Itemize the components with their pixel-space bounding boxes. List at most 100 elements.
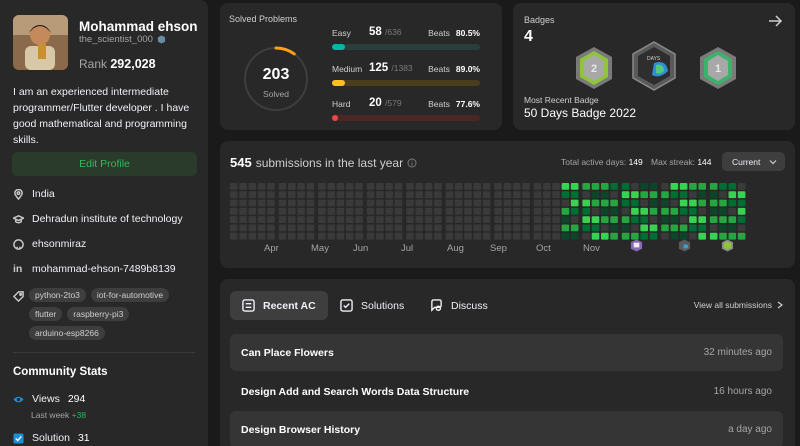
heatmap-cell[interactable] (582, 191, 590, 199)
heatmap-cell[interactable] (601, 216, 609, 223)
heatmap-cell[interactable] (561, 191, 570, 199)
heatmap-cell[interactable] (709, 216, 718, 223)
heatmap-cell[interactable] (591, 224, 600, 232)
heatmap-cell[interactable] (621, 199, 630, 207)
heatmap-cell[interactable] (679, 183, 688, 190)
heatmap-cell[interactable] (610, 207, 618, 215)
heatmap-cell[interactable] (346, 216, 354, 223)
badge-1-icon[interactable]: 1 (695, 45, 741, 91)
heatmap-cell[interactable] (415, 191, 424, 199)
heatmap-cell[interactable] (552, 207, 560, 215)
heatmap-cell[interactable] (366, 199, 375, 207)
heatmap-cell[interactable] (297, 191, 305, 199)
heatmap-cell[interactable] (640, 216, 648, 223)
heatmap-cell[interactable] (570, 224, 579, 232)
heatmap-cell[interactable] (406, 216, 414, 223)
heatmap-cell[interactable] (533, 207, 542, 215)
heatmap-cell[interactable] (610, 216, 618, 223)
heatmap-cell[interactable] (248, 183, 257, 190)
heatmap-cell[interactable] (601, 232, 609, 240)
heatmap-cell[interactable] (434, 199, 442, 207)
heatmap-cell[interactable] (503, 191, 512, 199)
heatmap-cell[interactable] (689, 199, 697, 207)
heatmap-cell[interactable] (698, 191, 706, 199)
heatmap-cell[interactable] (601, 207, 609, 215)
heatmap-cell[interactable] (661, 216, 669, 223)
heatmap-cell[interactable] (689, 191, 697, 199)
heatmap-cell[interactable] (355, 199, 363, 207)
heatmap-cell[interactable] (552, 216, 560, 223)
heatmap-cell[interactable] (661, 199, 669, 207)
heatmap-cell[interactable] (278, 216, 287, 223)
heatmap-cell[interactable] (728, 199, 737, 207)
heatmap-cell[interactable] (640, 232, 648, 240)
heatmap-cell[interactable] (239, 183, 247, 190)
heatmap-cell[interactable] (434, 224, 442, 232)
heatmap-cell[interactable] (248, 216, 257, 223)
heatmap-cell[interactable] (394, 199, 403, 207)
heatmap-cell[interactable] (257, 216, 266, 223)
heatmap-cell[interactable] (661, 207, 669, 215)
heatmap-cell[interactable] (582, 216, 590, 223)
heatmap-cell[interactable] (355, 224, 363, 232)
heatmap-cell[interactable] (552, 232, 560, 240)
heatmap-cell[interactable] (737, 216, 746, 223)
heatmap-cell[interactable] (649, 183, 658, 190)
heatmap-cell[interactable] (679, 216, 688, 223)
heatmap-cell[interactable] (522, 199, 530, 207)
heatmap-cell[interactable] (376, 199, 384, 207)
heatmap-cell[interactable] (336, 216, 345, 223)
heatmap-cell[interactable] (533, 191, 542, 199)
heatmap-cell[interactable] (631, 183, 639, 190)
heatmap-cell[interactable] (610, 199, 618, 207)
view-all-submissions-link[interactable]: View all submissions (694, 300, 783, 310)
heatmap-cell[interactable] (355, 207, 363, 215)
heatmap-cell[interactable] (631, 232, 639, 240)
days-badge-icon[interactable] (678, 239, 691, 252)
heatmap-cell[interactable] (737, 183, 746, 190)
heatmap-cell[interactable] (454, 199, 463, 207)
heatmap-cell[interactable] (552, 191, 560, 199)
heatmap-cell[interactable] (640, 224, 648, 232)
heatmap-cell[interactable] (318, 191, 326, 199)
heatmap-cell[interactable] (406, 207, 414, 215)
heatmap-cell[interactable] (649, 224, 658, 232)
heatmap-cell[interactable] (503, 207, 512, 215)
heatmap-cell[interactable] (297, 199, 305, 207)
heatmap-cell[interactable] (601, 224, 609, 232)
heatmap-cell[interactable] (570, 232, 579, 240)
heatmap-cell[interactable] (394, 224, 403, 232)
year-dropdown[interactable]: Current (722, 152, 785, 171)
heatmap-cell[interactable] (610, 224, 618, 232)
heatmap-cell[interactable] (522, 224, 530, 232)
heatmap-cell[interactable] (336, 232, 345, 240)
heatmap-cell[interactable] (267, 199, 275, 207)
heatmap-cell[interactable] (346, 207, 354, 215)
heatmap-cell[interactable] (591, 207, 600, 215)
heatmap-cell[interactable] (631, 224, 639, 232)
heatmap-cell[interactable] (424, 216, 433, 223)
heatmap-cell[interactable] (318, 183, 326, 190)
heatmap-cell[interactable] (473, 224, 482, 232)
heatmap-cell[interactable] (601, 183, 609, 190)
heatmap-cell[interactable] (239, 207, 247, 215)
heatmap-cell[interactable] (434, 191, 442, 199)
heatmap-cell[interactable] (679, 224, 688, 232)
heatmap-cell[interactable] (631, 216, 639, 223)
heatmap-cell[interactable] (424, 183, 433, 190)
heatmap-cell[interactable] (288, 216, 296, 223)
heatmap-cell[interactable] (267, 207, 275, 215)
heatmap-cell[interactable] (570, 207, 579, 215)
heatmap-cell[interactable] (631, 207, 639, 215)
heatmap-cell[interactable] (376, 232, 384, 240)
heatmap-cell[interactable] (661, 224, 669, 232)
heatmap-cell[interactable] (533, 232, 542, 240)
skill-tag[interactable]: iot-for-automotive (90, 288, 170, 302)
heatmap-cell[interactable] (728, 232, 737, 240)
heatmap-cell[interactable] (327, 183, 335, 190)
heatmap-cell[interactable] (719, 183, 727, 190)
heatmap-cell[interactable] (278, 199, 287, 207)
heatmap-cell[interactable] (327, 216, 335, 223)
heatmap-cell[interactable] (385, 207, 393, 215)
heatmap-cell[interactable] (503, 183, 512, 190)
